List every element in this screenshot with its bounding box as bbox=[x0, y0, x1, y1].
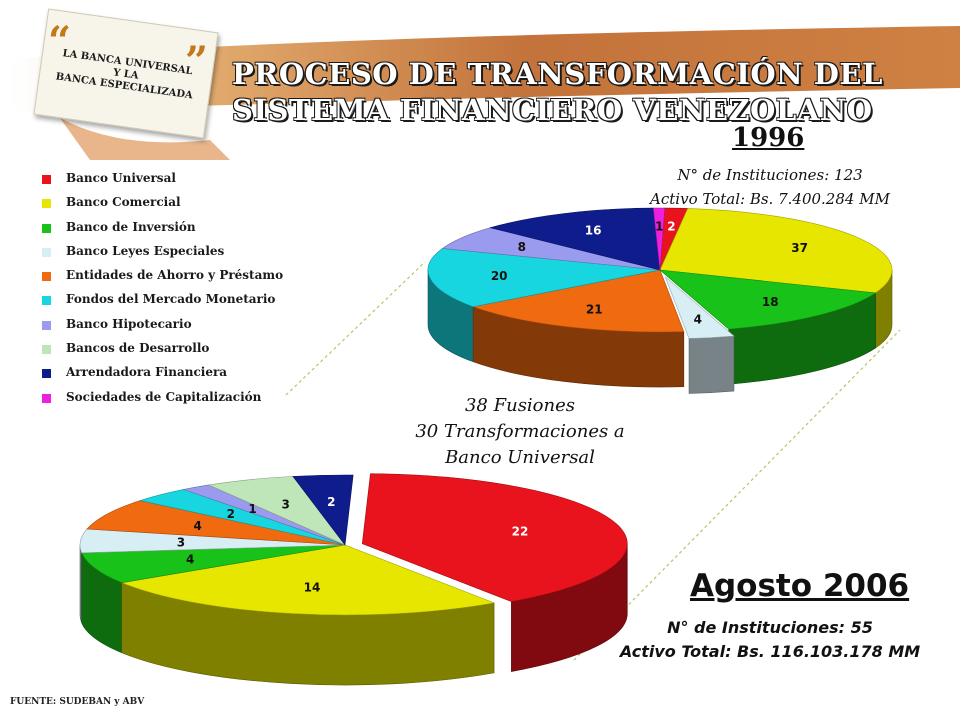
legend-label: Banco Universal bbox=[66, 171, 176, 185]
quote-open-icon: “ bbox=[48, 18, 72, 65]
legend-swatch bbox=[42, 175, 51, 184]
pie-data-label: 2 bbox=[667, 220, 675, 234]
legend-label: Bancos de Desarrollo bbox=[66, 341, 210, 356]
chart-2006-year: Agosto 2006 bbox=[690, 568, 910, 604]
pie-slice bbox=[81, 544, 346, 584]
pie-slice bbox=[659, 208, 893, 294]
pie-data-label: 3 bbox=[177, 535, 185, 549]
title-line-1: PROCESO DE TRANSFORMACIÓN DEL bbox=[232, 57, 883, 91]
legend-swatch bbox=[42, 320, 51, 330]
legend-label: Arrendadora Financiera bbox=[66, 365, 228, 380]
legend-label: Fondos del Mercado Monetario bbox=[66, 292, 276, 307]
legend-swatch bbox=[42, 199, 51, 209]
chart-1996-year: 1996 bbox=[732, 123, 805, 153]
pie-slice-side bbox=[688, 335, 735, 394]
legend-label: Banco Leyes Especiales bbox=[66, 243, 225, 258]
pie-data-label: 2 bbox=[227, 507, 235, 521]
title-line-2: SISTEMA FINANCIERO VENEZOLANO bbox=[232, 93, 873, 127]
fusiones-line-1: 38 Fusiones bbox=[464, 395, 576, 416]
pie-slice bbox=[86, 500, 346, 546]
quote-close-icon: ” bbox=[185, 38, 209, 85]
pie-data-label: 8 bbox=[518, 240, 526, 254]
legend-swatch bbox=[42, 272, 51, 282]
pie-data-label: 18 bbox=[762, 295, 779, 309]
info-1996: N° de Instituciones: 123 Activo Total: B… bbox=[600, 163, 940, 211]
info-2006: N° de Instituciones: 55 Activo Total: Bs… bbox=[590, 616, 950, 664]
pie-data-label: 20 bbox=[491, 269, 508, 283]
legend-swatch bbox=[42, 393, 51, 403]
source-note: FUENTE: SUDEBAN y ABV bbox=[10, 697, 145, 707]
pie-slice bbox=[120, 544, 496, 616]
info-2006-instituciones: N° de Instituciones: 55 bbox=[667, 618, 873, 637]
pie-slice bbox=[664, 276, 735, 339]
legend-label: Banco Hipotecario bbox=[66, 316, 192, 331]
legend-swatch bbox=[42, 345, 51, 355]
pie-data-label: 1 bbox=[655, 220, 663, 234]
info-2006-activo: Activo Total: Bs. 116.103.178 MM bbox=[619, 642, 921, 661]
connector-line-left bbox=[285, 261, 426, 396]
legend-label: Banco de Inversión bbox=[66, 219, 196, 234]
legend-swatch bbox=[42, 296, 51, 306]
pie-slice bbox=[427, 248, 661, 308]
fusiones-text: 38 Fusiones 30 Transformaciones a Banco … bbox=[400, 393, 640, 471]
pie-data-label: 4 bbox=[694, 312, 702, 326]
pie-slice bbox=[653, 207, 666, 271]
pie-data-label: 14 bbox=[304, 581, 321, 595]
pie-data-label: 4 bbox=[186, 552, 194, 566]
legend-swatch bbox=[42, 223, 51, 233]
info-1996-activo: Activo Total: Bs. 7.400.284 MM bbox=[650, 190, 890, 208]
legend-swatch bbox=[42, 369, 51, 379]
pie-data-label: 3 bbox=[282, 498, 290, 512]
pie-slice bbox=[361, 473, 628, 602]
legend-label: Sociedades de Capitalización bbox=[66, 389, 262, 404]
header-banner bbox=[0, 26, 960, 160]
pie-slice bbox=[659, 269, 877, 330]
pie-data-label: 4 bbox=[194, 519, 202, 533]
pie-slice bbox=[292, 474, 354, 546]
pie-data-label: 22 bbox=[512, 525, 529, 539]
pie-data-label: 21 bbox=[586, 303, 603, 317]
pie-data-label: 37 bbox=[791, 241, 808, 255]
fusiones-line-3: Banco Universal bbox=[445, 447, 595, 468]
pie-data-label: 2 bbox=[327, 495, 335, 509]
pie-data-label: 1 bbox=[248, 502, 256, 516]
legend-label: Banco Comercial bbox=[66, 195, 181, 210]
legend-label: Entidades de Ahorro y Préstamo bbox=[66, 268, 284, 283]
fusiones-line-2: 30 Transformaciones a bbox=[415, 421, 625, 442]
pie-1996: 2 37 18 4 21 20 8 16 1 bbox=[427, 207, 893, 394]
pie-data-label: 16 bbox=[585, 223, 602, 237]
page-title: PROCESO DE TRANSFORMACIÓN DEL SISTEMA FI… bbox=[232, 56, 883, 128]
info-1996-instituciones: N° de Instituciones: 123 bbox=[677, 166, 863, 184]
connector-line-right bbox=[573, 329, 901, 661]
legend-swatch bbox=[42, 247, 51, 257]
pie-slice bbox=[489, 207, 661, 271]
pie-slice bbox=[472, 269, 685, 333]
